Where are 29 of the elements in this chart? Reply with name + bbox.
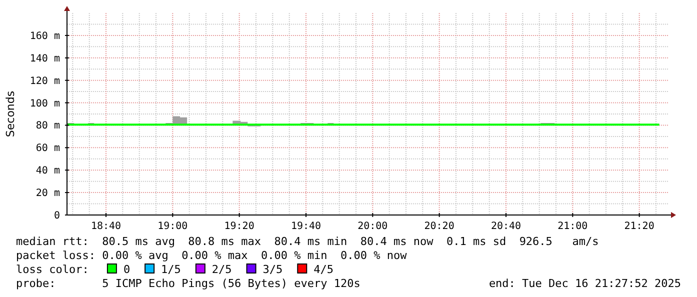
- y-tick-label: 120 m: [30, 76, 60, 87]
- x-tick-label: 19:40: [290, 221, 322, 232]
- y-tick-label: 80 m: [36, 120, 60, 132]
- y-tick-label: 20 m: [36, 188, 60, 200]
- y-tick-label: 160 m: [30, 30, 60, 42]
- x-tick-label: 18:40: [90, 221, 122, 232]
- legend-label: 3/5: [262, 263, 283, 276]
- legend-label: 0: [123, 263, 130, 276]
- x-tick-label: 21:00: [558, 221, 588, 232]
- text: packet loss: 0.00 % avg 0.00 % max 0.00 % min 0.00 % now: [16, 249, 408, 262]
- y-tick-label: 100 m: [30, 98, 60, 110]
- y-tick-label: 140 m: [30, 53, 60, 64]
- x-tick-label: 20:20: [424, 221, 454, 232]
- text: end: Tue Dec 16 21:27:52 2025: [488, 277, 681, 290]
- y-tick-label: 0: [54, 210, 60, 222]
- x-tick-label: 20:00: [358, 221, 388, 232]
- legend-label: 1/5: [161, 263, 181, 276]
- x-tick-label: 19:20: [224, 221, 254, 232]
- legend-label: 4/5: [314, 263, 334, 276]
- y-axis-title: Seconds: [4, 90, 17, 138]
- text: median rtt: 80.5 ms avg 80.8 ms max 80.4 ms min 80.4 ms now 0.1 ms sd 926.5 am/s: [16, 235, 599, 248]
- x-tick-label: 21:20: [624, 221, 654, 232]
- x-tick-label: 20:40: [490, 221, 522, 232]
- y-tick-label: 40 m: [36, 166, 60, 177]
- text: probe: 5 ICMP Echo Pings (56 Bytes) every 120s: [16, 277, 360, 290]
- y-tick-label: 60 m: [36, 143, 60, 154]
- legend-title: loss color:: [16, 263, 89, 276]
- legend-label: 2/5: [212, 263, 232, 276]
- x-tick-label: 19:00: [158, 221, 188, 232]
